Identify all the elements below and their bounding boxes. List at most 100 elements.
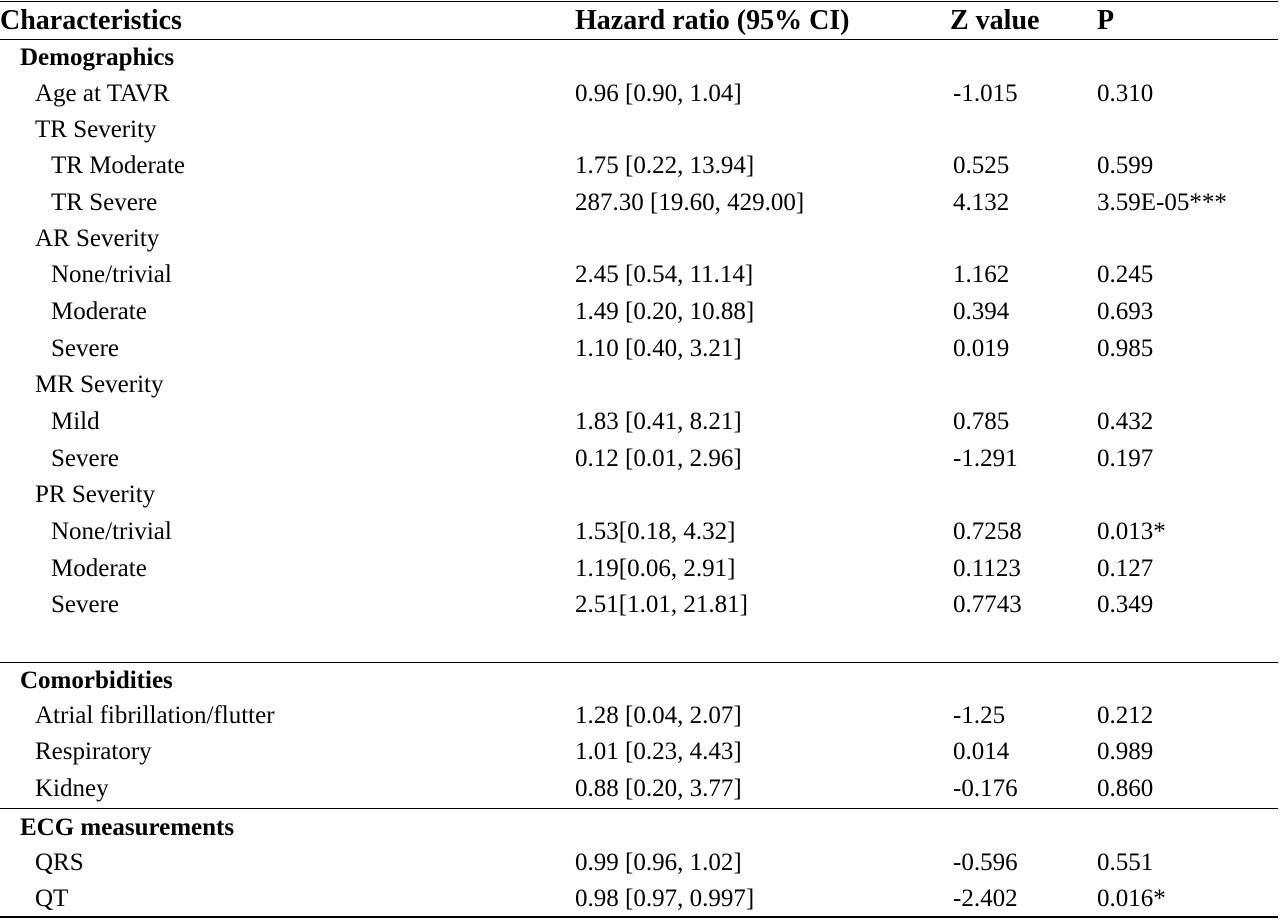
row-z-value: 0.014 bbox=[953, 738, 1010, 765]
header-rule bbox=[0, 39, 1278, 40]
row-z-value: 0.394 bbox=[953, 298, 1010, 325]
row-p-value: 0.989 bbox=[1097, 738, 1154, 765]
row-hazard-ratio: 1.10 [0.40, 3.21] bbox=[575, 335, 742, 362]
section-title-comorbidities: Comorbidities bbox=[20, 667, 173, 694]
table-row: AR Severity bbox=[0, 221, 1280, 257]
row-z-value: -1.015 bbox=[953, 80, 1018, 107]
row-hazard-ratio: 0.88 [0.20, 3.77] bbox=[575, 775, 742, 802]
row-p-value: 0.013* bbox=[1097, 518, 1166, 545]
row-label: Kidney bbox=[35, 775, 109, 802]
top-rule bbox=[0, 1, 1278, 2]
row-label: AR Severity bbox=[35, 225, 160, 252]
table-row: Age at TAVR 0.96 [0.90, 1.04] -1.015 0.3… bbox=[0, 76, 1280, 112]
row-p-value: 0.985 bbox=[1097, 335, 1154, 362]
table-row: PR Severity bbox=[0, 477, 1280, 513]
row-z-value: 0.785 bbox=[953, 408, 1010, 435]
table-row: Moderate 1.19[0.06, 2.91] 0.1123 0.127 bbox=[0, 551, 1280, 587]
row-label: QT bbox=[35, 885, 69, 912]
row-p-value: 0.693 bbox=[1097, 298, 1154, 325]
table-row: TR Severe 287.30 [19.60, 429.00] 4.132 3… bbox=[0, 185, 1280, 221]
table-row: QRS 0.99 [0.96, 1.02] -0.596 0.551 bbox=[0, 845, 1280, 881]
row-hazard-ratio: 2.51[1.01, 21.81] bbox=[575, 591, 748, 618]
row-hazard-ratio: 1.01 [0.23, 4.43] bbox=[575, 738, 742, 765]
row-label: None/trivial bbox=[51, 518, 172, 545]
section-rule-comorbidities bbox=[0, 662, 1278, 663]
header-characteristics: Characteristics bbox=[0, 5, 182, 36]
table-row: MR Severity bbox=[0, 367, 1280, 403]
row-p-value: 3.59E-05*** bbox=[1097, 189, 1227, 216]
row-hazard-ratio: 1.53[0.18, 4.32] bbox=[575, 518, 736, 545]
row-z-value: 1.162 bbox=[953, 261, 1010, 288]
table-row: Moderate 1.49 [0.20, 10.88] 0.394 0.693 bbox=[0, 294, 1280, 330]
row-label: Age at TAVR bbox=[35, 80, 170, 107]
row-p-value: 0.599 bbox=[1097, 152, 1154, 179]
row-p-value: 0.245 bbox=[1097, 261, 1154, 288]
row-z-value: -2.402 bbox=[953, 885, 1018, 912]
row-label: PR Severity bbox=[35, 481, 156, 508]
section-title-demographics: Demographics bbox=[20, 44, 175, 71]
row-hazard-ratio: 1.28 [0.04, 2.07] bbox=[575, 702, 742, 729]
row-label: TR Severity bbox=[35, 116, 157, 143]
row-hazard-ratio: 0.99 [0.96, 1.02] bbox=[575, 849, 742, 876]
table-header-row: Characteristics Hazard ratio (95% CI) Z … bbox=[0, 3, 1280, 39]
table-row: QT 0.98 [0.97, 0.997] -2.402 0.016* bbox=[0, 881, 1280, 917]
row-hazard-ratio: 2.45 [0.54, 11.14] bbox=[575, 261, 754, 288]
section-title-ecg-measurements: ECG measurements bbox=[20, 814, 235, 841]
row-z-value: -1.25 bbox=[953, 702, 1006, 729]
row-hazard-ratio: 1.83 [0.41, 8.21] bbox=[575, 408, 742, 435]
row-label: Moderate bbox=[51, 555, 147, 582]
row-label: QRS bbox=[35, 849, 84, 876]
row-label: None/trivial bbox=[51, 261, 172, 288]
row-hazard-ratio: 1.49 [0.20, 10.88] bbox=[575, 298, 755, 325]
row-hazard-ratio: 0.96 [0.90, 1.04] bbox=[575, 80, 742, 107]
row-label: TR Severe bbox=[51, 189, 158, 216]
row-hazard-ratio: 1.19[0.06, 2.91] bbox=[575, 555, 736, 582]
row-z-value: 0.525 bbox=[953, 152, 1010, 179]
table-row: None/trivial 2.45 [0.54, 11.14] 1.162 0.… bbox=[0, 257, 1280, 293]
row-z-value: 4.132 bbox=[953, 189, 1010, 216]
table-row: Kidney 0.88 [0.20, 3.77] -0.176 0.860 bbox=[0, 771, 1280, 807]
row-z-value: -0.596 bbox=[953, 849, 1018, 876]
row-label: Severe bbox=[51, 445, 120, 472]
header-z-value: Z value bbox=[950, 5, 1040, 36]
row-hazard-ratio: 0.98 [0.97, 0.997] bbox=[575, 885, 755, 912]
row-hazard-ratio: 1.75 [0.22, 13.94] bbox=[575, 152, 755, 179]
bottom-rule bbox=[0, 916, 1278, 918]
row-label: Mild bbox=[51, 408, 100, 435]
row-label: Respiratory bbox=[35, 738, 152, 765]
row-label: Moderate bbox=[51, 298, 147, 325]
row-label: Severe bbox=[51, 335, 120, 362]
header-p: P bbox=[1097, 5, 1115, 36]
row-label: Severe bbox=[51, 591, 120, 618]
row-z-value: -0.176 bbox=[953, 775, 1018, 802]
row-p-value: 0.432 bbox=[1097, 408, 1154, 435]
row-p-value: 0.212 bbox=[1097, 702, 1154, 729]
table-row: Atrial fibrillation/flutter 1.28 [0.04, … bbox=[0, 698, 1280, 734]
row-label: MR Severity bbox=[35, 371, 164, 398]
row-z-value: 0.019 bbox=[953, 335, 1010, 362]
row-label: Atrial fibrillation/flutter bbox=[35, 702, 275, 729]
table-row: Severe 2.51[1.01, 21.81] 0.7743 0.349 bbox=[0, 587, 1280, 623]
row-p-value: 0.310 bbox=[1097, 80, 1154, 107]
section-rule-ecg bbox=[0, 808, 1278, 809]
table-row: None/trivial 1.53[0.18, 4.32] 0.7258 0.0… bbox=[0, 514, 1280, 550]
row-label: TR Moderate bbox=[51, 152, 185, 179]
row-p-value: 0.197 bbox=[1097, 445, 1154, 472]
table-row: TR Severity bbox=[0, 112, 1280, 148]
row-z-value: 0.7743 bbox=[953, 591, 1022, 618]
row-p-value: 0.349 bbox=[1097, 591, 1154, 618]
row-z-value: 0.1123 bbox=[953, 555, 1021, 582]
table-row: Severe 1.10 [0.40, 3.21] 0.019 0.985 bbox=[0, 331, 1280, 367]
row-hazard-ratio: 0.12 [0.01, 2.96] bbox=[575, 445, 742, 472]
table-row: Mild 1.83 [0.41, 8.21] 0.785 0.432 bbox=[0, 404, 1280, 440]
table-row: Respiratory 1.01 [0.23, 4.43] 0.014 0.98… bbox=[0, 734, 1280, 770]
table-row: Severe 0.12 [0.01, 2.96] -1.291 0.197 bbox=[0, 441, 1280, 477]
row-z-value: -1.291 bbox=[953, 445, 1018, 472]
table-row: TR Moderate 1.75 [0.22, 13.94] 0.525 0.5… bbox=[0, 148, 1280, 184]
header-hazard-ratio: Hazard ratio (95% CI) bbox=[575, 5, 850, 36]
row-p-value: 0.551 bbox=[1097, 849, 1154, 876]
row-p-value: 0.860 bbox=[1097, 775, 1154, 802]
row-z-value: 0.7258 bbox=[953, 518, 1022, 545]
row-hazard-ratio: 287.30 [19.60, 429.00] bbox=[575, 189, 805, 216]
